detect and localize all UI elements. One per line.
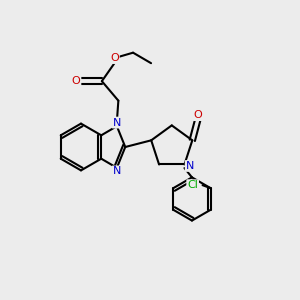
- Text: O: O: [110, 53, 119, 63]
- Text: Cl: Cl: [187, 180, 198, 190]
- Text: O: O: [72, 76, 80, 86]
- Text: N: N: [113, 118, 121, 128]
- Text: N: N: [186, 161, 194, 171]
- Text: N: N: [113, 167, 121, 176]
- Text: O: O: [193, 110, 202, 120]
